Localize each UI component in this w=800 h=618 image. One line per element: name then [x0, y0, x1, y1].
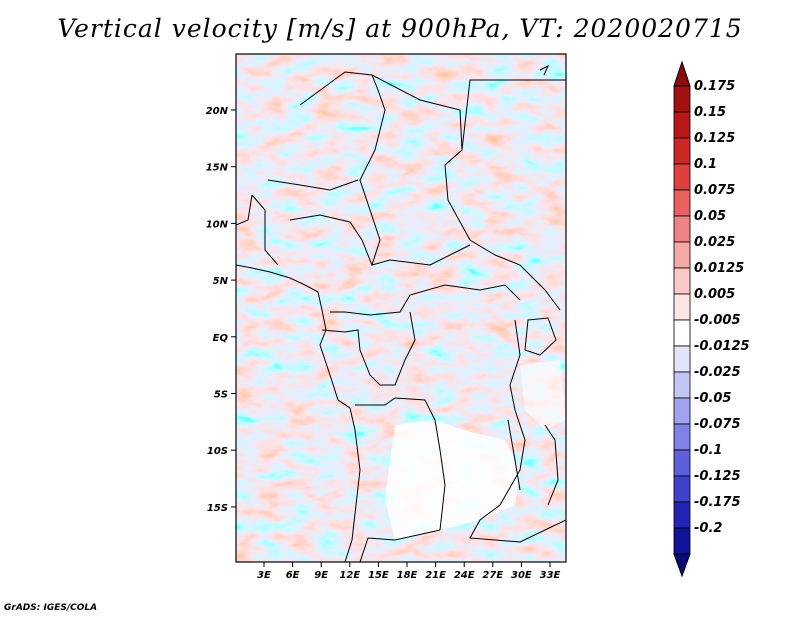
- colorbar-label: -0.075: [694, 417, 741, 432]
- colorbar-label: 0.125: [694, 131, 736, 146]
- colorbar-swatch: [673, 111, 691, 139]
- colorbar-swatch: [673, 163, 691, 191]
- colorbar-label: -0.125: [694, 469, 741, 484]
- grads-credit: GrADS: IGES/COLA: [4, 603, 98, 613]
- lon-tick-label: 21E: [425, 570, 446, 581]
- lat-tick-label: 10S: [207, 446, 228, 457]
- chart-title: Vertical velocity [m/s] at 900hPa, VT: 2…: [57, 14, 743, 43]
- lon-tick-label: 3E: [257, 570, 271, 581]
- colorbar-min-arrow: [673, 553, 691, 578]
- colorbar-swatch: [673, 449, 691, 477]
- colorbar-swatch: [673, 137, 691, 165]
- colorbar-swatch: [673, 397, 691, 425]
- colorbar-label: 0.0125: [694, 261, 745, 276]
- colorbar-label: 0.005: [694, 287, 736, 302]
- colorbar-max-arrow: [673, 60, 691, 87]
- colorbar-swatch: [673, 345, 691, 373]
- lon-tick-label: 33E: [540, 570, 561, 581]
- lat-tick-label: 20N: [206, 106, 229, 117]
- lon-tick-label: 18E: [397, 570, 418, 581]
- latitude-ticks: 20N 15N 10N 5N EQ 5S 10S 15S: [206, 106, 236, 514]
- longitude-ticks: 3E 6E 9E 12E 15E 18E 21E 24E 27E 30E 33E: [257, 562, 561, 581]
- lat-tick-label: 10N: [206, 219, 229, 230]
- colorbar-label: -0.05: [694, 391, 732, 406]
- lat-tick-label: 5N: [213, 276, 229, 287]
- colorbar-swatch: [673, 527, 691, 555]
- colorbar-swatch: [673, 189, 691, 217]
- lat-tick-label: 15S: [207, 503, 228, 514]
- lon-tick-label: 15E: [368, 570, 389, 581]
- colorbar-label: 0.15: [694, 105, 727, 120]
- colorbar-swatch: [673, 319, 691, 347]
- colorbar-label: -0.2: [694, 521, 723, 536]
- colorbar-swatch: [673, 85, 691, 113]
- colorbar-label: -0.025: [694, 365, 741, 380]
- colorbar-swatch: [673, 423, 691, 451]
- lon-tick-label: 12E: [339, 570, 360, 581]
- velocity-field: [236, 54, 566, 562]
- colorbar-swatch: [673, 475, 691, 503]
- colorbar-swatch: [673, 267, 691, 295]
- colorbar-label: -0.175: [694, 495, 741, 510]
- colorbar-label: 0.05: [694, 209, 727, 224]
- lon-tick-label: 9E: [314, 570, 328, 581]
- lon-tick-label: 27E: [482, 570, 503, 581]
- colorbar-label: 0.175: [694, 79, 736, 94]
- lat-tick-label: 5S: [214, 390, 228, 401]
- lon-tick-label: 6E: [286, 570, 300, 581]
- colorbar-swatch: [673, 371, 691, 399]
- lon-tick-label: 24E: [454, 570, 475, 581]
- country-borders: [236, 64, 566, 562]
- colorbar-label: -0.0125: [694, 339, 750, 354]
- colorbar: [673, 60, 691, 578]
- colorbar-swatch: [673, 501, 691, 529]
- colorbar-swatch: [673, 241, 691, 269]
- colorbar-swatch: [673, 215, 691, 243]
- colorbar-swatch: [673, 293, 691, 321]
- lat-tick-label: 15N: [206, 163, 229, 174]
- colorbar-label: 0.1: [694, 157, 718, 172]
- colorbar-label: 0.025: [694, 235, 736, 250]
- colorbar-label: -0.1: [694, 443, 723, 458]
- map-frame: [235, 53, 567, 563]
- colorbar-label: 0.075: [694, 183, 736, 198]
- lat-tick-label: EQ: [213, 333, 229, 344]
- colorbar-label: -0.005: [694, 313, 741, 328]
- lon-tick-label: 30E: [511, 570, 532, 581]
